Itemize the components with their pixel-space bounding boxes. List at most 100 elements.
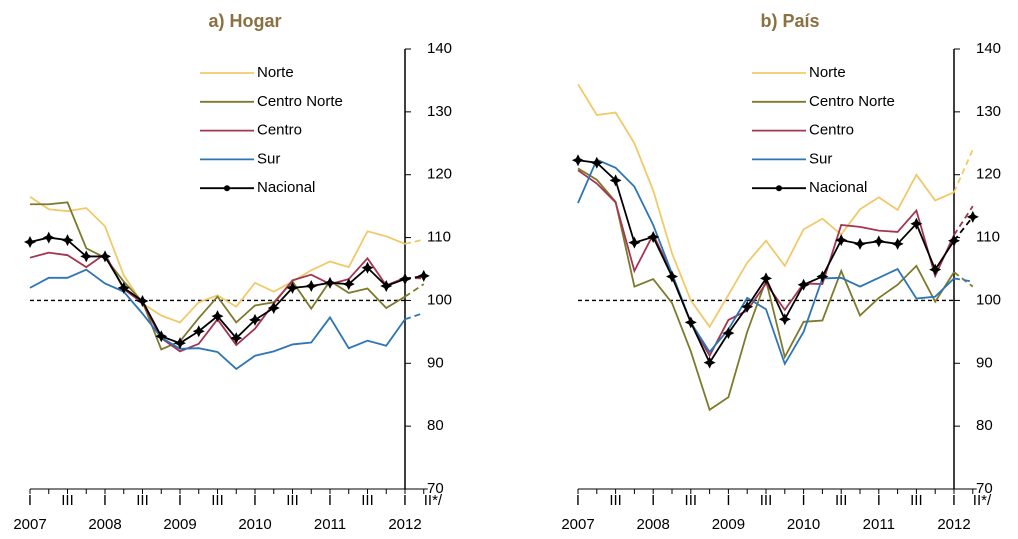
point-marker — [666, 270, 678, 283]
year-label: 2011 — [863, 516, 895, 533]
x-tick-label: III — [910, 492, 923, 509]
point-marker — [816, 270, 829, 283]
y-tick-label: 140 — [976, 40, 1001, 57]
point-marker — [136, 295, 149, 308]
point-marker — [361, 261, 374, 274]
year-label: 2008 — [88, 516, 121, 533]
legend-label: Centro — [257, 122, 302, 139]
point-marker — [192, 325, 205, 338]
legend-marker — [776, 185, 782, 192]
series-line — [953, 205, 974, 236]
legend-label: Centro Norte — [809, 93, 895, 110]
y-tick-label: 140 — [427, 40, 452, 57]
y-tick-label: 100 — [427, 291, 452, 308]
series-line — [577, 159, 955, 365]
point-marker — [910, 217, 923, 230]
x-tick-label: I — [403, 492, 407, 509]
legend-label: Sur — [809, 150, 832, 167]
series-line — [404, 283, 425, 298]
x-tick-label: I — [802, 492, 806, 509]
point-marker — [174, 337, 186, 350]
year-label: 2007 — [13, 516, 46, 533]
x-tick-label: I — [952, 492, 956, 509]
year-label: 2012 — [937, 516, 970, 533]
series-line — [953, 149, 974, 193]
point-marker — [155, 330, 168, 343]
point-marker — [42, 231, 55, 244]
year-label: 2009 — [712, 516, 745, 533]
year-label: 2010 — [787, 516, 820, 533]
point-marker — [305, 279, 318, 292]
series-line — [577, 158, 955, 367]
legend-label: Nacional — [257, 179, 315, 196]
x-tick-label: III — [361, 492, 374, 509]
panel-title: b) País — [760, 11, 819, 31]
series-line — [29, 268, 406, 371]
legend-marker — [224, 185, 230, 192]
x-tick-label: I — [28, 492, 32, 509]
series-line — [577, 169, 955, 358]
x-tick-label: III — [61, 492, 74, 509]
legend-label: Centro — [809, 122, 854, 139]
y-tick-label: 130 — [427, 103, 452, 120]
x-tick-label: III — [835, 492, 848, 509]
legend-label: Norte — [257, 64, 294, 81]
point-marker — [891, 237, 904, 250]
y-tick-label: 110 — [427, 229, 451, 246]
point-marker — [342, 278, 355, 291]
point-marker — [572, 154, 584, 167]
x-tick-label: I — [253, 492, 257, 509]
point-marker — [249, 313, 261, 326]
point-marker — [854, 237, 866, 250]
point-marker — [647, 230, 660, 243]
point-marker — [80, 250, 93, 263]
point-marker — [24, 235, 36, 248]
point-marker — [117, 281, 130, 294]
x-tick-label: III — [286, 492, 299, 509]
point-marker — [267, 301, 280, 314]
point-marker — [778, 313, 791, 326]
y-tick-label: 90 — [427, 354, 444, 371]
y-tick-label: 120 — [976, 166, 1001, 183]
x-tick-label: I — [178, 492, 182, 509]
y-tick-label: 80 — [427, 417, 444, 434]
year-label: 2011 — [314, 516, 346, 533]
series-line — [30, 201, 406, 351]
x-tick-label: I — [103, 492, 107, 509]
x-tick-label: III — [211, 492, 224, 509]
y-tick-label: 70 — [427, 480, 444, 497]
point-marker — [628, 236, 641, 249]
x-tick-label: I — [877, 492, 881, 509]
point-marker — [872, 235, 885, 248]
y-tick-label: 110 — [976, 229, 1000, 246]
point-marker — [835, 234, 848, 247]
series-line — [577, 167, 955, 412]
x-tick-label: II*/ — [424, 492, 443, 509]
x-tick-label: II*/ — [973, 492, 992, 509]
series-line — [577, 83, 955, 329]
point-marker — [380, 279, 393, 292]
legend-label: Centro Norte — [257, 93, 343, 110]
x-tick-label: III — [136, 492, 149, 509]
point-marker — [609, 174, 622, 187]
y-tick-label: 70 — [976, 480, 993, 497]
y-tick-label: 80 — [976, 417, 993, 434]
point-marker — [966, 210, 979, 223]
x-tick-label: I — [651, 492, 655, 509]
point-marker — [211, 310, 224, 323]
point-marker — [948, 234, 960, 247]
year-label: 2010 — [238, 516, 271, 533]
y-tick-label: 120 — [427, 166, 452, 183]
point-marker — [760, 272, 772, 285]
series-line — [953, 277, 973, 283]
x-tick-label: III — [685, 492, 698, 509]
point-marker — [703, 356, 716, 369]
point-marker — [61, 234, 74, 247]
legend-label: Sur — [257, 150, 280, 167]
series-line — [953, 216, 974, 242]
point-marker — [741, 300, 754, 313]
x-tick-label: III — [609, 492, 622, 509]
point-marker — [230, 332, 243, 345]
point-marker — [590, 156, 603, 169]
